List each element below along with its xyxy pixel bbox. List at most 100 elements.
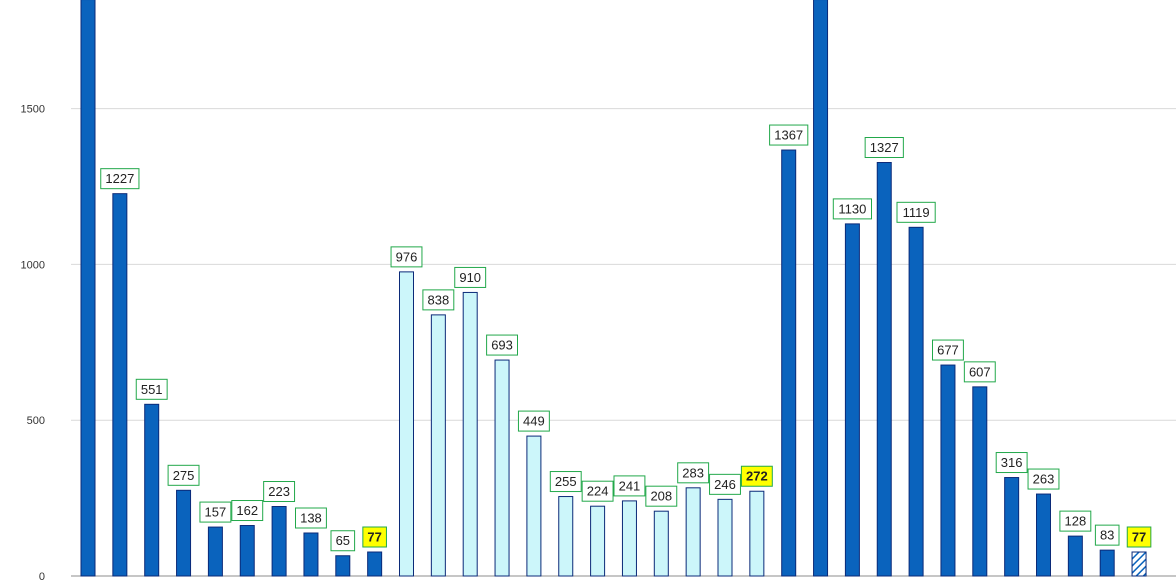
bar: [80, 0, 96, 577]
bar: [844, 223, 860, 577]
bar: [940, 364, 956, 577]
data-label-box: [832, 198, 872, 220]
data-label-box: [517, 410, 550, 432]
bar: [876, 162, 892, 577]
data-label: 128: [1064, 514, 1086, 529]
bar: [972, 386, 988, 577]
bar: [462, 291, 478, 577]
data-label: 316: [1001, 455, 1023, 470]
data-label-box: [677, 462, 710, 484]
bar: [653, 510, 669, 577]
data-label-box: [199, 501, 232, 523]
data-label: 910: [459, 270, 481, 285]
data-label: 223: [268, 484, 290, 499]
data-label-box: [613, 475, 646, 497]
data-label: 246: [714, 477, 736, 492]
data-label-box: [135, 378, 168, 400]
data-label: 272: [746, 469, 768, 484]
y-tick-label: 500: [27, 415, 45, 427]
bar: [176, 489, 192, 577]
bar: [303, 532, 319, 577]
data-label: 1119: [903, 205, 930, 220]
bar: [367, 551, 383, 577]
data-label: 1130: [838, 201, 866, 216]
data-label-box: [963, 361, 996, 383]
y-tick-label: 1500: [21, 104, 45, 116]
data-label-box: [167, 464, 200, 486]
data-label: 138: [300, 510, 322, 525]
data-label: 224: [587, 484, 609, 499]
bar: [749, 490, 765, 577]
data-label: 607: [969, 364, 991, 379]
bars: [80, 0, 1147, 577]
data-label: 1367: [774, 128, 803, 143]
bar: [399, 271, 414, 577]
bar: [112, 193, 128, 577]
data-label-box: [932, 339, 964, 361]
bar: [1099, 549, 1115, 577]
bar: [526, 435, 542, 577]
data-label-box: [1126, 526, 1152, 548]
data-label-box: [709, 473, 741, 495]
bar: [1131, 551, 1147, 577]
data-label: 283: [682, 465, 704, 480]
data-label-box: [454, 266, 487, 288]
data-label-box: [330, 530, 356, 552]
data-label-box: [390, 246, 423, 268]
data-label-box: [1059, 510, 1092, 532]
data-label: 449: [523, 414, 545, 429]
data-label: 241: [619, 478, 641, 493]
bar: [590, 505, 606, 577]
data-label-box: [581, 480, 614, 502]
bar: [621, 500, 637, 577]
data-label-box: [362, 526, 387, 548]
data-label-box: [549, 471, 582, 493]
data-label: 693: [491, 338, 513, 353]
bar: [335, 555, 351, 577]
data-label-box: [896, 201, 936, 223]
data-label: 677: [937, 343, 959, 358]
bar: [239, 525, 255, 577]
bar: [1036, 493, 1051, 577]
data-label-box: [231, 500, 264, 522]
data-label-box: [740, 465, 773, 487]
bar: [717, 498, 733, 577]
bar: [494, 359, 510, 577]
data-label-box: [486, 334, 519, 356]
data-label: 263: [1033, 472, 1055, 487]
data-label: 1227: [105, 171, 134, 186]
bar: [1004, 477, 1020, 577]
bar: [558, 496, 574, 577]
data-label: 83: [1100, 528, 1114, 543]
data-label: 551: [141, 382, 163, 397]
data-label: 65: [336, 533, 350, 548]
y-axis: 0 500 1000 1500: [21, 104, 45, 583]
y-tick-label: 1000: [21, 259, 45, 271]
data-label-box: [769, 124, 809, 146]
data-label: 77: [1132, 530, 1146, 545]
data-label: 976: [396, 249, 418, 264]
bar: [430, 314, 446, 577]
bar: [207, 526, 223, 577]
data-label: 838: [427, 292, 449, 307]
data-labels: 1227 551 275 157 162 223 138 65 77 976 838 910 693 44…: [100, 124, 1152, 552]
data-label: 255: [555, 474, 577, 489]
bar: [685, 487, 701, 577]
data-label-box: [645, 485, 678, 507]
bar: [781, 149, 797, 577]
data-label-box: [1027, 468, 1060, 490]
bar: [1067, 535, 1083, 577]
data-label: 275: [173, 468, 195, 483]
bar: [813, 0, 829, 577]
bar: [271, 506, 287, 577]
data-label: 157: [205, 505, 227, 520]
data-label-box: [422, 289, 455, 311]
bar: [144, 403, 160, 577]
data-label-box: [995, 452, 1028, 474]
data-label-box: [864, 137, 904, 159]
data-label-box: [295, 507, 327, 529]
data-label-box: [100, 168, 140, 190]
y-tick-label: 0: [39, 571, 45, 583]
data-label-box: [1094, 524, 1120, 546]
